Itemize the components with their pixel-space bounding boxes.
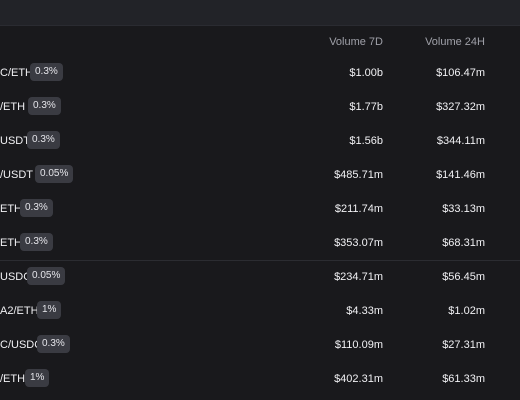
volume-7d-value: $485.71m <box>334 169 383 181</box>
volume-24h-value: $61.33m <box>442 373 485 385</box>
table-row[interactable]: ETH 0.3% $211.74m $33.13m <box>0 193 520 227</box>
fee-badge: 0.05% <box>27 267 66 285</box>
table-row[interactable]: /ETH 0.3% $1.77b $327.32m <box>0 91 520 125</box>
volume-24h-value: $27.31m <box>442 339 485 351</box>
volume-7d-value: $211.74m <box>334 203 383 215</box>
pool-pair: USDC <box>0 271 32 283</box>
volume-7d-value: $402.31m <box>334 373 383 385</box>
fee-badge: 1% <box>37 301 62 319</box>
pool-pair: C/ETH <box>0 67 33 79</box>
table-header: Volume 7D Volume 24H <box>0 25 520 63</box>
volume-7d-value: $4.33m <box>346 305 383 317</box>
fee-badge: 0.05% <box>35 165 74 183</box>
volume-24h-value: $68.31m <box>442 237 485 249</box>
table-row[interactable]: ETH 0.3% $353.07m $68.31m <box>0 227 520 261</box>
table-row[interactable]: /USDT 0.05% $485.71m $141.46m <box>0 159 520 193</box>
table-row[interactable]: /ETH 1% $402.31m $61.33m <box>0 363 520 397</box>
fee-badge: 0.3% <box>30 63 63 81</box>
pool-pair: ETH <box>0 237 22 249</box>
top-bar <box>0 0 520 26</box>
fee-badge: 0.3% <box>27 131 60 149</box>
pool-pair: A2/ETH <box>0 305 39 317</box>
volume-7d-value: $1.56b <box>349 135 383 147</box>
fee-badge: 0.3% <box>20 199 53 217</box>
volume-24h-value: $344.11m <box>436 135 485 147</box>
volume-7d-value: $1.77b <box>349 101 383 113</box>
row-divider <box>0 260 520 261</box>
table-row[interactable]: C/USDC 0.3% $110.09m $27.31m <box>0 329 520 363</box>
volume-7d-value: $1.00b <box>349 67 383 79</box>
volume-7d-value: $110.09m <box>334 339 383 351</box>
pool-pair: /ETH <box>0 101 26 113</box>
table-row[interactable]: USDT 0.3% $1.56b $344.11m <box>0 125 520 159</box>
volume-24h-value: $56.45m <box>442 271 485 283</box>
pool-pair: /ETH <box>0 373 26 385</box>
volume-24h-value: $141.46m <box>436 169 485 181</box>
volume-24h-value: $33.13m <box>442 203 485 215</box>
table-row[interactable]: A2/ETH 1% $4.33m $1.02m <box>0 295 520 329</box>
pool-pair: /USDT <box>0 169 33 181</box>
volume-24h-value: $1.02m <box>448 305 485 317</box>
table-row[interactable]: USDC 0.05% $234.71m $56.45m <box>0 261 520 295</box>
volume-24h-value: $327.32m <box>436 101 485 113</box>
fee-badge: 0.3% <box>20 233 53 251</box>
fee-badge: 0.3% <box>28 97 61 115</box>
volume-7d-value: $353.07m <box>334 237 383 249</box>
fee-badge: 0.3% <box>37 335 70 353</box>
volume-7d-value: $234.71m <box>334 271 383 283</box>
table-row[interactable]: C/ETH 0.3% $1.00b $106.47m <box>0 57 520 91</box>
pool-pair: C/USDC <box>0 339 43 351</box>
volume-7d-header[interactable]: Volume 7D <box>329 36 383 48</box>
pool-pair: ETH <box>0 203 22 215</box>
volume-24h-value: $106.47m <box>436 67 485 79</box>
volume-24h-header[interactable]: Volume 24H <box>425 36 485 48</box>
pool-pair: USDT <box>0 135 30 147</box>
fee-badge: 1% <box>25 369 50 387</box>
